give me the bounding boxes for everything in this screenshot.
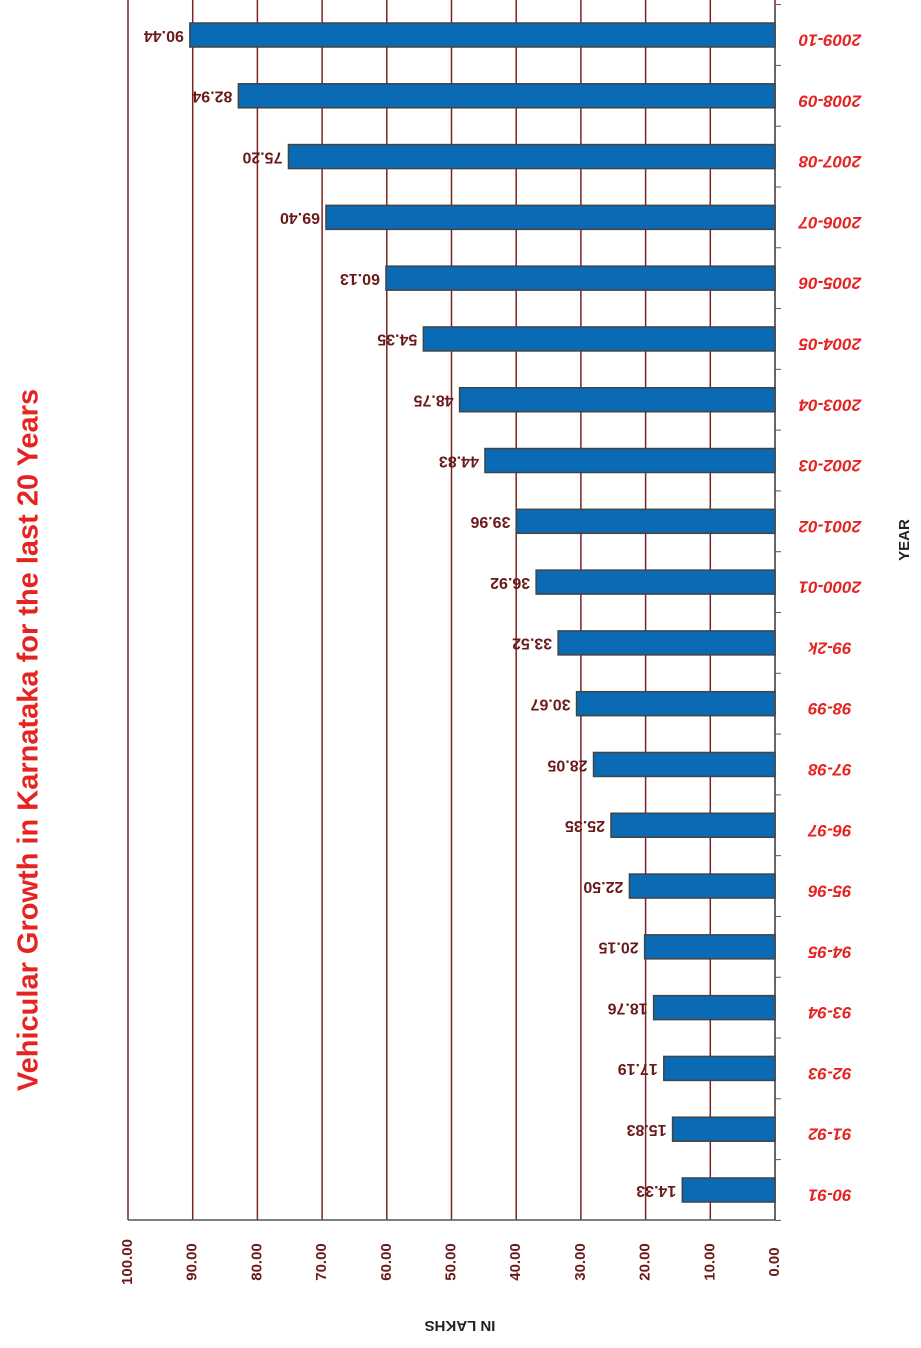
y-tick-label: 2002-03 <box>798 456 862 475</box>
data-label: 69.40 <box>280 209 320 226</box>
y-tick-label: 96-97 <box>807 821 852 840</box>
bar <box>189 22 776 48</box>
bar <box>592 751 776 778</box>
y-axis-label: YEAR <box>896 519 913 561</box>
x-tick-label: 30.00 <box>572 1243 589 1281</box>
bar <box>671 1116 776 1142</box>
y-tick-label: 99-2k <box>807 638 852 657</box>
y-tick-label: 2007-08 <box>798 152 862 171</box>
x-tick-label: 40.00 <box>507 1243 524 1281</box>
y-tick-label: 97-98 <box>808 760 852 779</box>
bar <box>287 143 776 170</box>
data-label: 25.35 <box>565 817 605 834</box>
data-label: 39.96 <box>470 513 510 530</box>
data-label: 33.52 <box>512 635 552 652</box>
data-label: 44.83 <box>439 452 479 469</box>
x-tick-label: 50.00 <box>442 1243 459 1281</box>
bar <box>628 873 776 899</box>
data-label: 28.05 <box>547 756 587 773</box>
x-tick-label: 20.00 <box>637 1243 654 1281</box>
data-label: 30.67 <box>530 695 570 712</box>
bar <box>385 265 776 291</box>
bar <box>535 569 776 595</box>
y-tick-label: 2009-10 <box>798 31 862 50</box>
data-label: 60.13 <box>340 270 380 287</box>
bar <box>663 1055 776 1082</box>
bar <box>681 1177 776 1203</box>
x-tick-label: 60.00 <box>378 1243 395 1281</box>
data-label: 22.50 <box>583 878 623 895</box>
data-label: 14.33 <box>636 1182 676 1199</box>
y-tick-label: 95-96 <box>808 882 852 901</box>
y-tick-label: 2001-02 <box>798 517 862 536</box>
bar <box>643 934 776 960</box>
y-tick-label: 91-92 <box>808 1125 852 1144</box>
data-label: 48.75 <box>413 392 453 409</box>
bar <box>458 386 776 413</box>
y-tick-label: 94-95 <box>808 942 852 961</box>
data-label: 15.83 <box>626 1121 666 1138</box>
bar <box>237 83 776 109</box>
y-tick-label: 92-93 <box>808 1064 852 1083</box>
bar <box>610 812 776 839</box>
y-tick-label: 2004-05 <box>798 334 862 353</box>
y-tick-label: 2005-06 <box>798 274 862 293</box>
x-tick-label: 70.00 <box>313 1243 330 1281</box>
x-tick-label: 10.00 <box>701 1243 718 1281</box>
bar <box>557 630 776 656</box>
bar <box>515 508 776 535</box>
bar <box>652 994 776 1021</box>
y-tick-label: 2006-07 <box>797 213 862 232</box>
data-label: 36.92 <box>490 574 530 591</box>
y-tick-label: 98-99 <box>808 699 852 718</box>
bar <box>325 204 776 231</box>
y-tick-label: 2000-01 <box>799 578 862 597</box>
bar <box>484 447 776 474</box>
data-label: 82.94 <box>192 88 232 105</box>
data-label: 75.20 <box>242 148 282 165</box>
x-tick-label: 80.00 <box>248 1243 265 1281</box>
data-label: 54.35 <box>377 331 417 348</box>
data-label: 17.19 <box>618 1060 658 1077</box>
data-label: 90.44 <box>144 27 184 44</box>
y-tick-label: 2008-09 <box>798 91 862 110</box>
y-tick-label: 90-91 <box>808 1186 851 1205</box>
bar <box>422 326 776 352</box>
x-axis-label: IN LAKHS <box>425 1317 496 1334</box>
data-label: 18.76 <box>607 999 647 1016</box>
chart-title: Vehicular Growth in Karnataka for the la… <box>13 389 45 1091</box>
y-tick-label: 93-94 <box>808 1003 852 1022</box>
x-tick-label: 0.00 <box>766 1247 783 1276</box>
x-tick-label: 90.00 <box>184 1243 201 1281</box>
y-tick-label: 2003-04 <box>798 395 862 414</box>
bar <box>575 690 776 717</box>
data-label: 20.15 <box>598 939 638 956</box>
x-tick-label: 100.00 <box>119 1239 136 1285</box>
